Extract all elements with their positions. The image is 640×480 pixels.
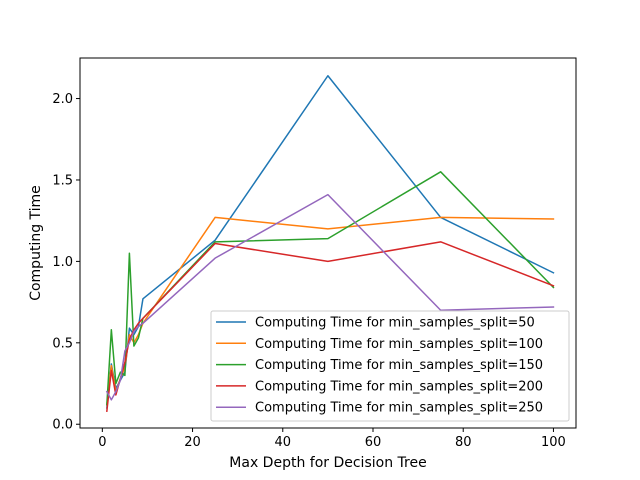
series-line-4 [106, 241, 555, 413]
x-tick-label: 60 [365, 435, 382, 450]
x-tick-label: 40 [275, 435, 292, 450]
x-axis: 0 20 40 60 80 100 [98, 428, 566, 450]
x-tick-label: 20 [184, 435, 201, 450]
y-tick-label: 1.5 [52, 173, 73, 188]
legend-label-2: Computing Time for min_samples_split=100 [255, 337, 543, 352]
legend-label-4: Computing Time for min_samples_split=200 [255, 379, 543, 394]
y-axis: 0.0 0.5 1.0 1.5 2.0 [52, 92, 80, 433]
plot-frame [79, 57, 577, 429]
legend: Computing Time for min_samples_split=50 C… [210, 310, 570, 422]
x-tick-label: 100 [541, 435, 566, 450]
x-tick-label: 80 [455, 435, 472, 450]
legend-label-1: Computing Time for min_samples_split=50 [255, 316, 535, 331]
legend-label-3: Computing Time for min_samples_split=150 [255, 358, 543, 373]
x-tick-label: 0 [98, 435, 106, 450]
y-tick-label: 1.0 [52, 255, 73, 270]
series-line-3 [106, 171, 555, 406]
y-tick-label: 0.0 [52, 418, 73, 433]
x-axis-label: Max Depth for Decision Tree [229, 455, 426, 471]
y-tick-label: 0.5 [52, 336, 73, 351]
legend-frame [210, 310, 570, 422]
plot-lines [105, 75, 555, 413]
series-line-5 [105, 193, 555, 401]
legend-label-5: Computing Time for min_samples_split=250 [255, 401, 543, 416]
y-tick-label: 2.0 [52, 92, 73, 107]
y-axis-label: Computing Time [28, 185, 44, 301]
